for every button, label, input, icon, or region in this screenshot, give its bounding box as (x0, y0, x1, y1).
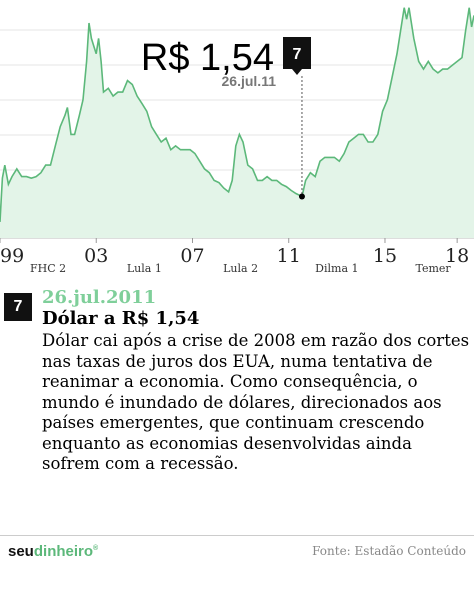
x-tick-label: 18 (445, 245, 469, 267)
x-axis: 99 03 07 11 15 18 (0, 238, 469, 267)
government-label: Temer (415, 262, 451, 275)
highlight-badge: 7 (283, 37, 311, 75)
x-tick-label: 03 (84, 245, 108, 267)
event-date: 26.jul.2011 (42, 287, 157, 308)
x-tick-label: 07 (180, 245, 204, 267)
logo-mark: ® (93, 545, 99, 552)
footer-divider (0, 535, 474, 536)
highlight-point (298, 193, 305, 200)
event-badge: 7 (4, 293, 32, 321)
government-label: Dilma 1 (315, 262, 358, 275)
x-tick-label: 99 (0, 245, 24, 267)
government-label: Lula 2 (223, 262, 258, 275)
dollar-chart: R$ 1,54 26.jul.11 7 99 03 07 11 15 18 FHC 2 Lu… (0, 7, 474, 275)
government-label: FHC 2 (30, 262, 66, 275)
brand-logo[interactable]: seudinheiro® (8, 543, 98, 560)
series-area (0, 7, 474, 239)
source-credit: Fonte: Estadão Conteúdo (312, 544, 466, 558)
highlight-date: 26.jul.11 (222, 73, 277, 89)
highlight-value: R$ 1,54 (141, 37, 274, 79)
government-labels: FHC 2 Lula 1 Lula 2 Dilma 1 Temer (30, 262, 451, 275)
x-tick-label: 11 (277, 245, 301, 267)
highlight-badge-number: 7 (293, 46, 302, 63)
government-label: Lula 1 (127, 262, 162, 275)
x-tick-label: 15 (373, 245, 397, 267)
logo-main: seu (8, 543, 34, 560)
event-title: Dólar a R$ 1,54 (42, 308, 200, 329)
series-line (0, 7, 474, 222)
event-description: Dólar cai após a crise de 2008 em razão … (42, 331, 470, 473)
logo-accent: dinheiro (33, 543, 94, 560)
